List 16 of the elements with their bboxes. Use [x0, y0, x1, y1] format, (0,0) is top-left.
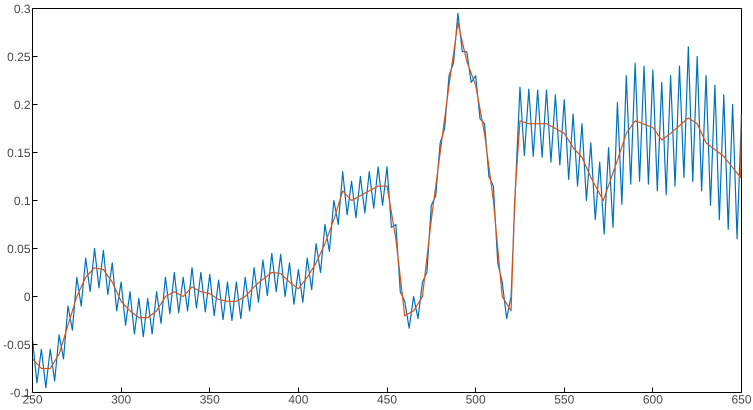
x-tick-label: 650	[731, 392, 752, 406]
x-tick-label: 550	[554, 392, 575, 406]
y-tick-label: 0	[24, 290, 31, 304]
x-tick-label: 300	[111, 392, 132, 406]
y-tick-label: 0.15	[7, 146, 31, 160]
y-tick-label: 0.05	[7, 242, 31, 256]
x-tick-label: 400	[288, 392, 309, 406]
x-tick-label: 500	[466, 392, 486, 406]
y-tick-label: 0.3	[14, 2, 31, 16]
y-tick-label: -0.05	[3, 338, 31, 352]
x-tick-label: 350	[200, 392, 220, 406]
y-tick-label: 0.1	[14, 194, 31, 208]
y-tick-label: 0.25	[7, 50, 31, 64]
x-tick-label: 600	[642, 392, 664, 406]
x-tick-label: 450	[376, 392, 398, 406]
y-tick-label: 0.2	[14, 98, 31, 112]
